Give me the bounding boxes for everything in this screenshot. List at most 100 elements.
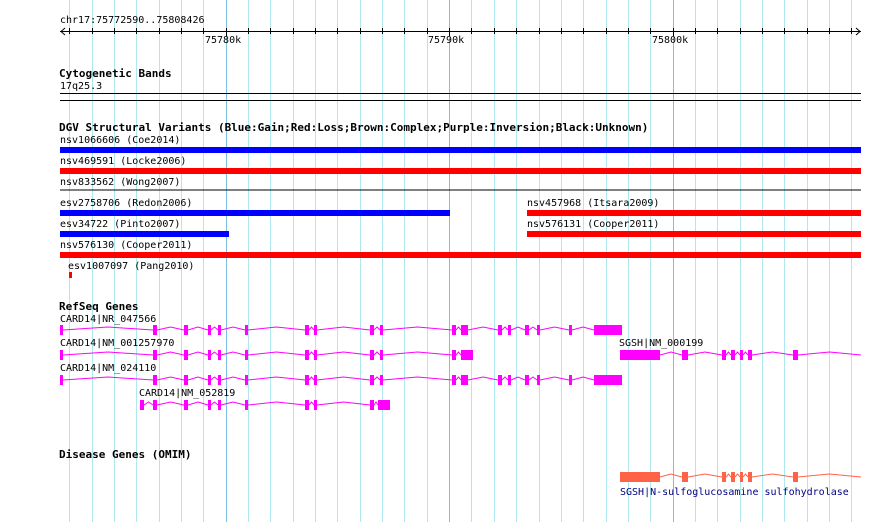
exon bbox=[620, 350, 660, 360]
intron-line bbox=[510, 326, 526, 331]
ruler-tick-label: 75800k bbox=[652, 35, 689, 46]
variant-label[interactable]: esv2758706 (Redon2006) bbox=[60, 198, 193, 209]
intron-line bbox=[187, 351, 209, 356]
intron-line bbox=[797, 351, 862, 356]
exon bbox=[305, 325, 309, 335]
exon bbox=[370, 350, 374, 360]
variant-label[interactable]: nsv576130 (Cooper2011) bbox=[60, 240, 193, 251]
variant-bar bbox=[60, 147, 861, 153]
exon bbox=[508, 375, 511, 385]
ruler-location: chr17:75772590..75808426 bbox=[60, 15, 205, 26]
exon bbox=[153, 375, 157, 385]
exon bbox=[537, 375, 540, 385]
exon bbox=[594, 375, 622, 385]
gene-label[interactable]: CARD14|NM_001257970 bbox=[60, 338, 175, 349]
intron-line bbox=[308, 376, 315, 381]
variant-label[interactable]: esv1007097 (Pang2010) bbox=[68, 261, 195, 272]
variant-label[interactable]: nsv469591 (Locke2006) bbox=[60, 156, 187, 167]
intron-line bbox=[247, 376, 306, 381]
intron-line bbox=[725, 351, 732, 356]
variant-label[interactable]: nsv833562 (Wong2007) bbox=[60, 177, 181, 188]
gene-label[interactable]: CARD14|NM_024110 bbox=[60, 363, 157, 374]
exon bbox=[452, 350, 456, 360]
exon bbox=[370, 325, 374, 335]
intron-line bbox=[156, 351, 185, 356]
intron-line bbox=[62, 326, 154, 331]
gene-label[interactable]: CARD14|NM_052819 bbox=[139, 388, 236, 399]
omim-track-title[interactable]: Disease Genes (OMIM) bbox=[59, 448, 192, 461]
gene-label[interactable]: CARD14|NR_047566 bbox=[60, 314, 157, 325]
intron-line bbox=[316, 401, 371, 406]
exon bbox=[461, 325, 468, 335]
variant-label[interactable]: nsv1066606 (Coe2014) bbox=[60, 135, 181, 146]
variant-bar bbox=[527, 210, 861, 216]
intron-line bbox=[571, 376, 595, 381]
ruler-tick-label: 75780k bbox=[205, 35, 242, 46]
exon bbox=[208, 325, 211, 335]
exon bbox=[370, 375, 374, 385]
intron-line bbox=[62, 351, 154, 356]
exon bbox=[525, 375, 529, 385]
exon bbox=[740, 472, 743, 482]
intron-line bbox=[210, 326, 219, 331]
intron-line bbox=[143, 401, 154, 406]
exon bbox=[184, 325, 188, 335]
intron-line bbox=[220, 326, 246, 331]
exon bbox=[731, 472, 735, 482]
intron-line bbox=[528, 326, 538, 331]
intron-line bbox=[220, 376, 246, 381]
intron-line bbox=[734, 351, 741, 356]
intron-line bbox=[742, 473, 749, 478]
intron-line bbox=[247, 401, 306, 406]
intron-line bbox=[373, 401, 379, 406]
exon bbox=[498, 375, 502, 385]
exon bbox=[184, 350, 188, 360]
intron-line bbox=[187, 376, 209, 381]
intron-line bbox=[373, 326, 381, 331]
intron-line bbox=[247, 326, 306, 331]
exon bbox=[378, 400, 390, 410]
ruler-tick-label: 75790k bbox=[428, 35, 465, 46]
gene-label[interactable]: SGSH|NM_000199 bbox=[619, 338, 704, 349]
variant-label[interactable]: esv34722 (Pinto2007) bbox=[60, 219, 181, 230]
intron-line bbox=[220, 351, 246, 356]
exon bbox=[314, 375, 317, 385]
variant-bar bbox=[60, 210, 450, 216]
refseq-track-title[interactable]: RefSeq Genes bbox=[59, 300, 139, 313]
dgv-track-title[interactable]: DGV Structural Variants (Blue:Gain;Red:L… bbox=[59, 121, 649, 134]
omim-gene-label[interactable]: SGSH|N-sulfoglucosamine sulfohydrolase bbox=[620, 487, 849, 498]
variant-bar bbox=[60, 189, 861, 191]
variant-label[interactable]: nsv457968 (Itsara2009) bbox=[527, 198, 660, 209]
exon bbox=[245, 375, 248, 385]
intron-line bbox=[308, 401, 315, 406]
intron-line bbox=[751, 473, 794, 478]
exon bbox=[498, 325, 502, 335]
exon bbox=[60, 375, 63, 385]
intron-line bbox=[210, 401, 219, 406]
exon bbox=[305, 350, 309, 360]
intron-line bbox=[751, 351, 794, 356]
intron-line bbox=[373, 351, 381, 356]
exon bbox=[245, 400, 248, 410]
intron-line bbox=[210, 376, 219, 381]
exon bbox=[245, 350, 248, 360]
exon bbox=[452, 375, 456, 385]
arrow-left-icon bbox=[60, 27, 66, 36]
intron-line bbox=[316, 376, 371, 381]
intron-line bbox=[373, 376, 381, 381]
intron-line bbox=[156, 376, 185, 381]
variant-label[interactable]: nsv576131 (Cooper2011) bbox=[527, 219, 660, 230]
intron-line bbox=[687, 351, 723, 356]
arrow-right-icon bbox=[855, 27, 861, 36]
variant-bar bbox=[60, 168, 861, 174]
intron-line bbox=[742, 351, 749, 356]
exon bbox=[60, 325, 63, 335]
intron-line bbox=[308, 326, 315, 331]
variant-bar bbox=[527, 231, 861, 237]
exon bbox=[793, 472, 798, 482]
exon bbox=[537, 325, 540, 335]
cytobands-track-title[interactable]: Cytogenetic Bands bbox=[59, 67, 172, 80]
exon bbox=[594, 325, 622, 335]
exon bbox=[740, 350, 743, 360]
